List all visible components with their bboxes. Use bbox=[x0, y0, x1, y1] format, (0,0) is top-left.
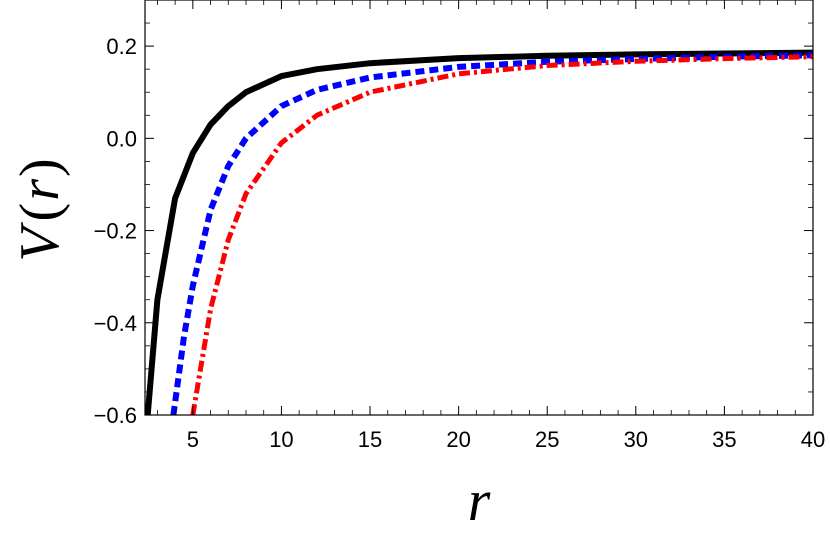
y-axis-title-v: V bbox=[9, 222, 71, 262]
x-tick-label: 40 bbox=[801, 427, 825, 452]
x-tick-label: 35 bbox=[712, 427, 736, 452]
x-tick-label: 25 bbox=[535, 427, 559, 452]
y-axis-title-open-paren: ( bbox=[9, 203, 71, 222]
tick-layer: 5 10 15 20 25 30 35 40 −0.6 −0.4 −0.2 0.0 0.2 bbox=[94, 0, 825, 452]
y-axis-title: V( r) bbox=[9, 158, 71, 261]
x-tick-label: 15 bbox=[358, 427, 382, 452]
x-tick-label: 20 bbox=[446, 427, 470, 452]
y-tick-label: −0.2 bbox=[94, 219, 137, 244]
series-line-blue bbox=[170, 52, 813, 415]
y-tick-label: 0.2 bbox=[106, 34, 137, 59]
x-tick-label: 10 bbox=[269, 427, 293, 452]
x-tick-label: 5 bbox=[187, 427, 199, 452]
plot-frame bbox=[144, 0, 814, 416]
series-line-red bbox=[190, 54, 813, 415]
y-axis-title-close-paren: ) bbox=[9, 158, 71, 177]
y-tick-label: −0.4 bbox=[94, 311, 137, 336]
series-line-black bbox=[145, 49, 813, 415]
y-tick-label: 0.0 bbox=[106, 126, 137, 151]
y-tick-label: −0.6 bbox=[94, 403, 137, 428]
x-axis-title: r bbox=[468, 468, 491, 533]
x-tick-label: 30 bbox=[624, 427, 648, 452]
svg-text:V(r): V( r) bbox=[9, 158, 71, 261]
y-axis-title-r: r bbox=[9, 179, 71, 201]
series-layer bbox=[145, 49, 813, 415]
